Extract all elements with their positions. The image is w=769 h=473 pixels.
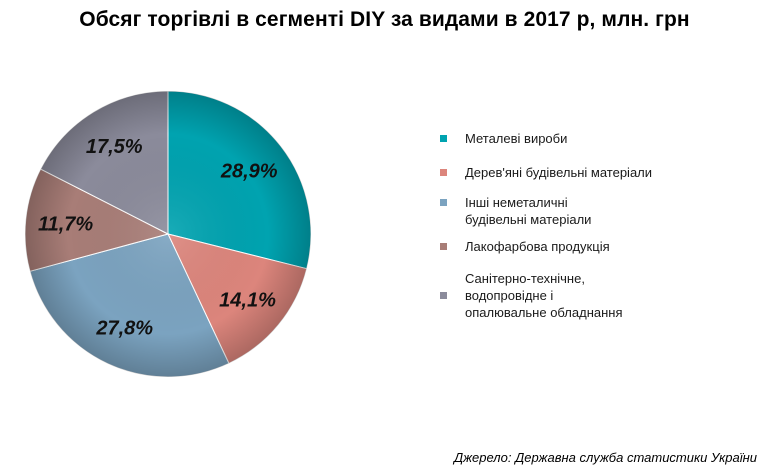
legend-swatch <box>440 243 447 250</box>
chart-title: Обсяг торгівлі в сегменті DIY за видами … <box>79 8 690 31</box>
slice-label-2: 14,1% <box>219 289 276 311</box>
source-note: Джерело: Державна служба статистики Укра… <box>453 450 757 465</box>
legend-label: Санітерно-технічне, водопровідне і опалю… <box>465 271 623 320</box>
legend-swatch <box>440 199 447 206</box>
legend-label: Дерев'яні будівельні матеріали <box>465 165 653 180</box>
slice-label-4: 11,7% <box>38 213 93 235</box>
slice-label-3: 27,8% <box>95 317 153 339</box>
legend-label: Металеві вироби <box>465 131 568 146</box>
pie-shading <box>25 91 311 377</box>
slice-label-5: 17,5% <box>86 136 143 158</box>
legend-label: Інші неметаличні будівельні матеріали <box>465 195 592 227</box>
legend-swatch <box>440 135 447 142</box>
legend-label: Лакофарбова продукція <box>465 239 610 254</box>
legend-swatch <box>440 292 447 299</box>
legend-swatch <box>440 169 447 176</box>
slice-label-1: 28,9% <box>220 161 278 183</box>
